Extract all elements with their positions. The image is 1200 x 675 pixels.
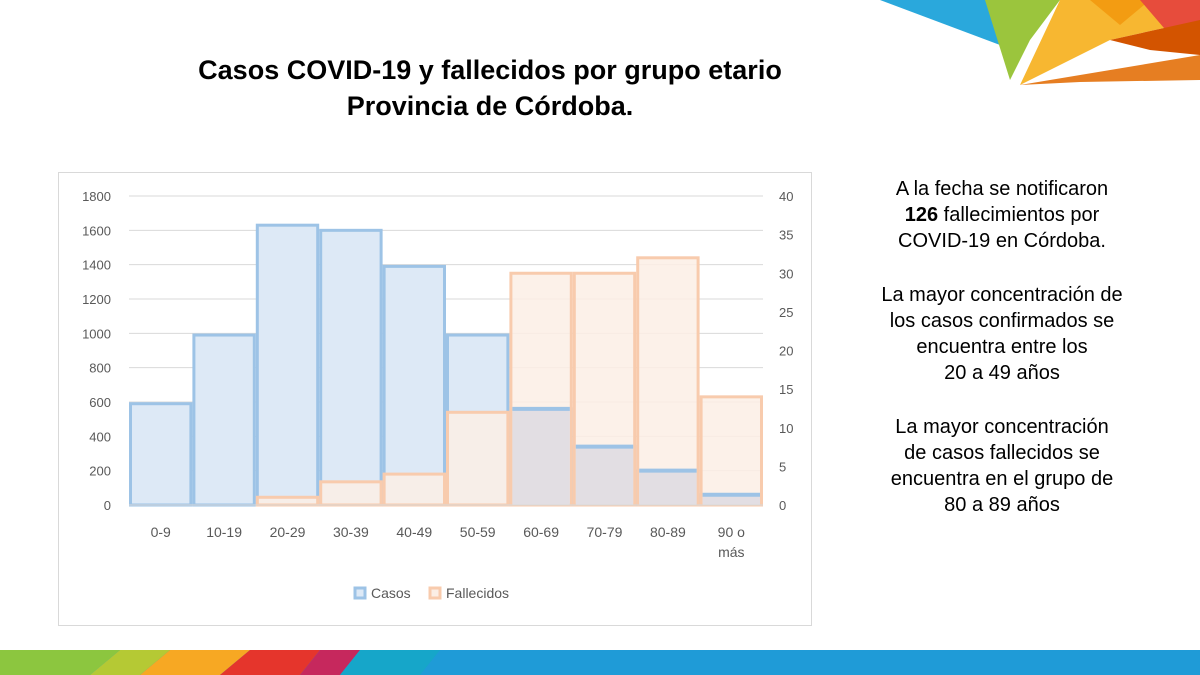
bar-overlap [639,470,697,505]
x-tick-label: 0-9 [151,524,171,540]
bar-overlap [512,408,570,505]
legend-label-casos: Casos [371,585,411,601]
bar-fallecidos [382,472,447,507]
x-tick-label: 20-29 [270,524,306,540]
y-right-tick-label: 5 [779,459,786,474]
y-left-tick-label: 800 [89,361,111,376]
summary-deaths-concentration: La mayor concentración de casos fallecid… [890,416,1114,516]
y-left-tick-label: 1400 [82,258,111,273]
y-left-tick-label: 1800 [82,189,111,204]
y-right-tick-label: 15 [779,382,793,397]
summary-cases-concentration: La mayor concentración de los casos conf… [881,284,1123,384]
age-group-chart: 0 200 400 600 800 1000 1200 1400 1600 1800 0 5 10 15 2… [82,189,793,601]
legend-label-fallecidos: Fallecidos [446,585,509,601]
bar-fallecidos [255,495,320,507]
bar-casos [255,223,320,507]
x-tick-label: 60-69 [523,524,559,540]
y-left-tick-label: 1600 [82,223,111,238]
x-tick-label: 40-49 [396,524,432,540]
legend-swatch-casos [353,586,367,600]
x-tick-label: 70-79 [587,524,623,540]
y-left-tick-label: 1200 [82,292,111,307]
bar-fallecidos [636,256,700,507]
x-tick-label: 90 o [718,524,745,540]
x-tick-label: 10-19 [206,524,242,540]
bar-casos [129,402,193,507]
y-right-tick-label: 40 [779,189,793,204]
x-tick-label: más [718,544,744,560]
y-right-tick-label: 35 [779,228,793,243]
summary-text: A la fecha se notificaron 126 fallecimie… [852,176,1152,546]
y-right-tick-label: 0 [779,498,786,513]
bar-overlap [575,446,634,505]
bar-casos [382,264,447,507]
y-right-tick-label: 20 [779,344,793,359]
y-left-tick-label: 200 [89,464,111,479]
bar-casos [192,333,256,507]
bottom-stripe [0,650,1200,675]
y-right-tick-label: 10 [779,421,793,436]
bar-overlap [702,494,760,505]
y-right-tick-label: 30 [779,266,793,281]
y-left-tick-label: 0 [104,498,111,513]
title-line-1: Casos COVID-19 y fallecidos por grupo et… [198,55,782,85]
summary-deaths: A la fecha se notificaron 126 fallecimie… [895,178,1109,252]
x-tick-label: 30-39 [333,524,369,540]
y-left-tick-label: 1000 [82,326,111,341]
deaths-count: 126 [904,204,939,226]
page-title: Casos COVID-19 y fallecidos por grupo et… [0,52,980,124]
bar-fallecidos [699,395,763,507]
bar-fallecidos [319,480,383,507]
legend-swatch-fallecidos [428,586,442,600]
bar-casos [319,228,383,507]
x-tick-label: 80-89 [650,524,686,540]
y-left-tick-label: 600 [89,395,111,410]
bar-fallecidos [446,410,510,507]
chart-frame: 0 200 400 600 800 1000 1200 1400 1600 1800 0 5 10 15 2… [58,172,812,626]
title-line-2: Provincia de Córdoba. [346,91,634,121]
y-right-tick-label: 25 [779,305,793,320]
x-tick-label: 50-59 [460,524,496,540]
y-left-tick-label: 400 [89,429,111,444]
